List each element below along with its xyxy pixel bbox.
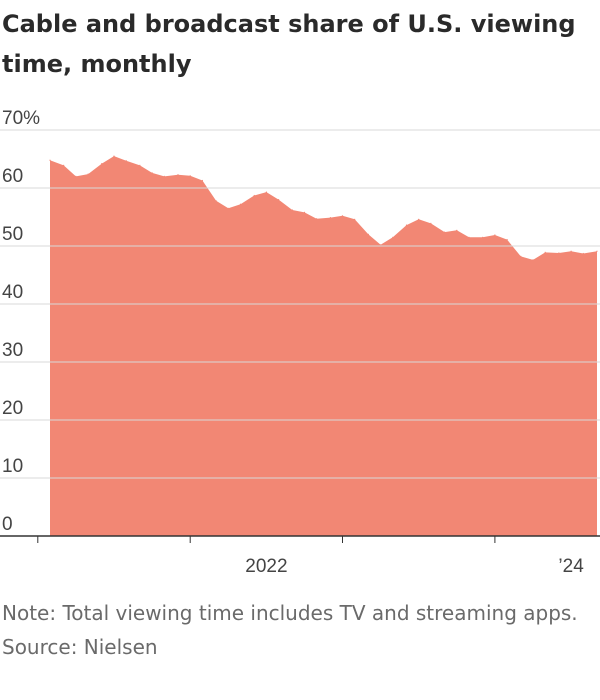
data-point <box>558 252 560 254</box>
data-point <box>494 234 496 236</box>
y-tick-label-70: 70% <box>2 108 40 129</box>
data-point <box>239 203 242 205</box>
data-point <box>418 218 420 220</box>
data-point <box>405 224 408 226</box>
data-point <box>227 207 229 209</box>
data-point <box>520 255 522 257</box>
chart-note: Note: Total viewing time includes TV and… <box>2 601 578 625</box>
data-point <box>163 175 165 177</box>
data-point <box>430 222 432 224</box>
data-point <box>341 215 344 217</box>
data-point <box>151 172 153 174</box>
y-tick-label-20: 20 <box>2 398 23 419</box>
data-point <box>316 218 318 220</box>
y-tick-label-60: 60 <box>2 166 23 187</box>
data-point <box>596 250 598 252</box>
chart-area: 0 10 20 30 40 50 60 70% 2022 ’24 <box>0 100 600 585</box>
data-point <box>392 236 394 238</box>
data-point <box>582 252 584 255</box>
area-series-cable-broadcast <box>50 156 597 536</box>
y-tick-label-10: 10 <box>2 456 23 477</box>
data-point <box>444 231 446 233</box>
data-point <box>570 250 572 252</box>
data-point <box>177 174 179 176</box>
y-tick-label-0: 0 <box>2 514 13 535</box>
data-point <box>139 164 141 166</box>
data-point <box>456 229 458 231</box>
data-point <box>303 211 306 213</box>
data-point <box>506 239 508 241</box>
data-point <box>101 163 103 165</box>
y-tick-label-40: 40 <box>2 282 23 303</box>
data-point <box>380 244 382 246</box>
data-point <box>265 191 267 193</box>
data-point <box>215 200 217 202</box>
data-point <box>113 155 115 157</box>
data-point <box>532 259 534 261</box>
data-point <box>87 173 89 175</box>
chart-title: Cable and broadcast share of U.S. viewin… <box>2 10 576 78</box>
data-point <box>125 160 127 162</box>
data-point <box>367 233 369 235</box>
data-point <box>189 175 191 177</box>
data-point <box>278 199 280 201</box>
x-tick-label-2022: 2022 <box>245 556 287 577</box>
y-tick-label-30: 30 <box>2 340 23 361</box>
data-point <box>482 236 484 238</box>
data-point <box>75 175 77 177</box>
data-point <box>544 251 546 253</box>
data-point <box>63 164 65 166</box>
x-tick-label-2024: ’24 <box>558 556 584 577</box>
data-point <box>49 159 51 161</box>
data-point <box>354 218 356 220</box>
data-point <box>291 209 293 211</box>
chart-svg: 0 10 20 30 40 50 60 70% 2022 ’24 <box>0 108 600 577</box>
data-point <box>201 179 203 182</box>
data-point <box>468 236 470 238</box>
y-tick-label-50: 50 <box>2 224 23 245</box>
data-point <box>329 217 331 219</box>
chart-footer: Note: Total viewing time includes TV and… <box>2 596 594 664</box>
data-point <box>253 194 255 197</box>
chart-source: Source: Nielsen <box>2 635 158 659</box>
